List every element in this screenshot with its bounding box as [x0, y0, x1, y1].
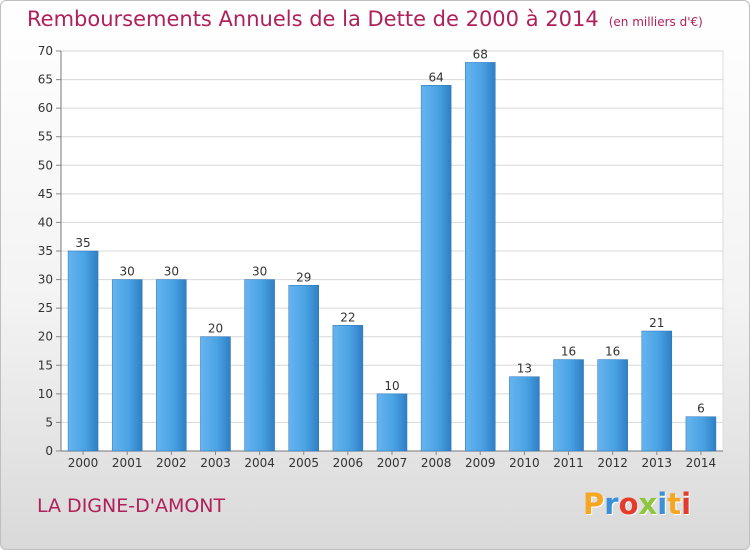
bar-2004	[244, 279, 275, 452]
logo-letter: o	[618, 487, 639, 521]
logo-letter: x	[638, 487, 658, 521]
y-tick-label: 55	[38, 130, 53, 144]
bar-value-label: 30	[120, 265, 135, 279]
y-tick-label: 15	[38, 358, 53, 372]
bar-2005	[288, 285, 319, 452]
bar-value-label: 6	[697, 402, 705, 416]
bar-value-label: 30	[164, 265, 179, 279]
bar-value-label: 16	[561, 345, 576, 359]
bar-2014	[685, 416, 717, 452]
logo-letter: i	[681, 487, 692, 521]
bar-value-label: 64	[428, 70, 443, 84]
x-tick-label: 2005	[288, 456, 319, 470]
x-tick-label: 2009	[465, 456, 496, 470]
x-tick-label: 2001	[112, 456, 143, 470]
bar-2013	[641, 330, 673, 452]
bar-2008	[420, 85, 452, 452]
commune-name: LA DIGNE-D'AMONT	[37, 495, 226, 517]
x-tick-label: 2004	[244, 456, 275, 470]
x-tick-label: 2007	[377, 456, 408, 470]
proxiti-logo: Proxiti	[583, 487, 691, 521]
bar-value-label: 22	[340, 310, 355, 324]
chart-unit: (en milliers d'€)	[608, 15, 703, 29]
x-tick-label: 2003	[200, 456, 231, 470]
y-tick-label: 65	[38, 73, 53, 87]
bar-2003	[200, 336, 231, 452]
bar-value-label: 13	[517, 362, 532, 376]
logo-letter: P	[583, 487, 605, 521]
y-tick-label: 0	[45, 444, 53, 458]
bar-value-label: 20	[208, 322, 223, 336]
logo-letter: r	[604, 487, 619, 521]
y-tick-label: 50	[38, 158, 53, 172]
y-tick-label: 45	[38, 187, 53, 201]
bar-value-label: 21	[649, 316, 664, 330]
x-tick-label: 2012	[597, 456, 628, 470]
bar-value-label: 30	[252, 265, 267, 279]
bar-value-label: 29	[296, 270, 311, 284]
bar-value-label: 10	[384, 379, 399, 393]
y-tick-label: 25	[38, 301, 53, 315]
x-tick-label: 2006	[333, 456, 364, 470]
x-tick-label: 2002	[156, 456, 187, 470]
y-tick-label: 30	[38, 273, 53, 287]
y-tick-label: 60	[38, 101, 53, 115]
bar-value-label: 68	[473, 47, 488, 61]
x-tick-label: 2000	[68, 456, 99, 470]
y-tick-label: 20	[38, 330, 53, 344]
bar-2000	[67, 250, 99, 452]
bar-value-label: 35	[75, 236, 90, 250]
bar-2006	[332, 325, 364, 452]
x-tick-label: 2014	[686, 456, 717, 470]
x-tick-label: 2010	[509, 456, 540, 470]
bar-2007	[376, 393, 408, 452]
x-tick-label: 2013	[642, 456, 673, 470]
bar-2012	[597, 359, 628, 452]
y-tick-label: 10	[38, 387, 53, 401]
y-tick-label: 35	[38, 244, 53, 258]
bar-2009	[465, 62, 496, 452]
y-tick-label: 40	[38, 215, 53, 229]
bar-2011	[553, 359, 584, 452]
bar-2002	[156, 279, 187, 452]
logo-letter: t	[667, 487, 682, 521]
y-tick-label: 70	[38, 44, 53, 58]
x-tick-label: 2011	[553, 456, 584, 470]
x-tick-label: 2008	[421, 456, 452, 470]
bar-2010	[509, 376, 540, 452]
logo-letter: i	[657, 487, 668, 521]
y-tick-label: 5	[45, 415, 53, 429]
chart-title-text: Remboursements Annuels de la Dette de 20…	[27, 7, 599, 31]
chart-title: Remboursements Annuels de la Dette de 20…	[27, 7, 703, 31]
bar-2001	[111, 279, 143, 452]
bar-value-label: 16	[605, 345, 620, 359]
